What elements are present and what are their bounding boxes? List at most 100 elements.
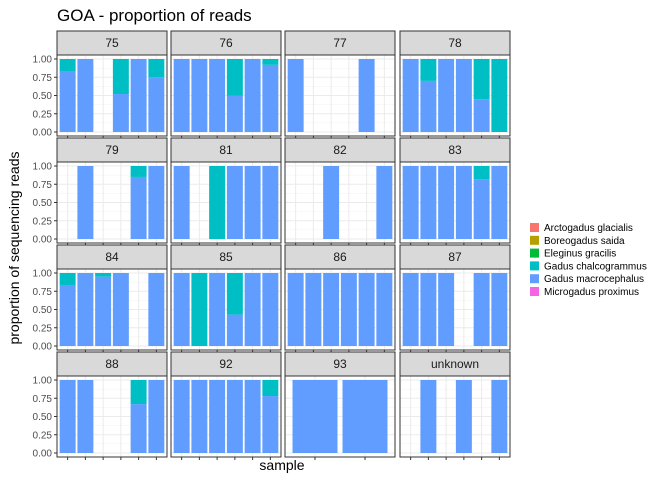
facet-strip [170,30,282,56]
facet-strip-label: 79 [105,143,119,157]
y-tick-label: 1.00 [33,269,53,280]
bar-segment [358,59,375,132]
legend-key [530,248,539,258]
bar-segment [244,273,261,346]
bar-segment [323,166,340,239]
bar-segment [305,273,322,346]
bar-segment [420,59,437,81]
facet-strip-label: 85 [219,250,233,264]
facet-strip-label: 92 [219,357,233,371]
bar-segment [455,59,472,132]
facet-86: 86 [284,244,396,353]
bar-segment [209,273,226,346]
panel-border [399,375,511,458]
y-tick-label: 0.75 [33,287,53,298]
bar-segment [491,166,508,239]
bar-segment [112,59,129,95]
facet-strip [284,244,396,270]
bar-segment [358,273,375,346]
legend-key [530,274,539,284]
panel-border [170,161,282,244]
bar-segment [262,380,279,397]
legend: Arctogadus glacialis Boreogadus saida Eleg… [530,223,647,298]
bar-segment [130,404,147,453]
bar-segment [455,166,472,239]
bar-segment [191,380,208,453]
panel-border [284,161,396,244]
facet-strip [399,351,511,377]
facet-strip [284,30,396,56]
bar-segment [226,59,243,96]
legend-label: Gadus macrocephalus [544,274,644,285]
bar-segment [226,95,243,132]
bar-segment [420,273,437,346]
bar-segment [59,59,76,72]
bar-segment [473,273,490,346]
y-tick-label: 1.00 [33,376,53,387]
bar-segment [376,166,393,239]
bar-segment [173,273,190,346]
facet-strip [56,30,168,56]
y-tick-label: 0.00 [33,449,53,460]
bar-segment [112,94,129,132]
y-tick-label: 0.50 [33,91,53,102]
bar-segment [130,380,147,405]
facet-strip-label: 78 [448,36,462,50]
y-tick-label: 0.25 [33,430,53,441]
bar-segment [226,380,243,453]
y-tick-label: 0.00 [33,235,53,246]
facet-strip-label: 84 [105,250,119,264]
y-tick-label: 0.25 [33,323,53,334]
bar-segment [402,166,419,239]
facet-82: 82 [284,137,396,246]
bar-segment [173,380,190,453]
bar-segment [340,273,357,346]
facet-strip-label: 86 [333,250,347,264]
bar-segment [112,273,129,346]
bar-segment [209,380,226,453]
panel-border [284,54,396,137]
facet-93: 93 [284,351,396,460]
bar-segment [148,380,165,453]
facet-81: 81 [170,137,282,246]
facet-strip [170,244,282,270]
bar-segment [402,273,419,346]
bar-segment [420,166,437,239]
facet-strip [170,351,282,377]
bar-segment [491,380,508,453]
bar-segment [191,273,208,346]
bar-segment [292,380,338,453]
bar-segment [95,276,112,346]
facet-84: 84 0.00 0.25 0.50 0.75 1.00 [33,244,168,353]
bar-segment [226,166,243,239]
bar-segment [59,273,76,286]
bar-segment [438,273,455,346]
y-tick-label: 0.50 [33,412,53,423]
y-tick-label: 0.00 [33,128,53,139]
legend-label: Gadus chalcogrammus [544,261,647,272]
bar-segment [130,166,147,177]
y-tick-label: 0.00 [33,342,53,353]
panel-border [170,375,282,458]
x-axis-title: sample [259,457,304,473]
facet-83: 83 [399,137,511,246]
facet-76: 76 [170,30,282,139]
panel-border [399,161,511,244]
y-tick-label: 0.25 [33,216,53,227]
bar-segment [209,59,226,132]
bar-segment [148,59,165,78]
bar-segment [402,59,419,132]
panel-border [399,268,511,351]
bar-segment [226,314,243,346]
legend-key [530,223,539,232]
panel-border [170,268,282,351]
facet-strip-label: 83 [448,143,462,157]
bar-segment [342,380,388,453]
bar-segment [262,273,279,346]
bar-segment [77,273,94,346]
bar-segment [59,71,76,132]
bar-segment [491,59,508,132]
facet-strip [399,30,511,56]
bar-segment [376,273,393,346]
bar-segment [262,396,279,453]
